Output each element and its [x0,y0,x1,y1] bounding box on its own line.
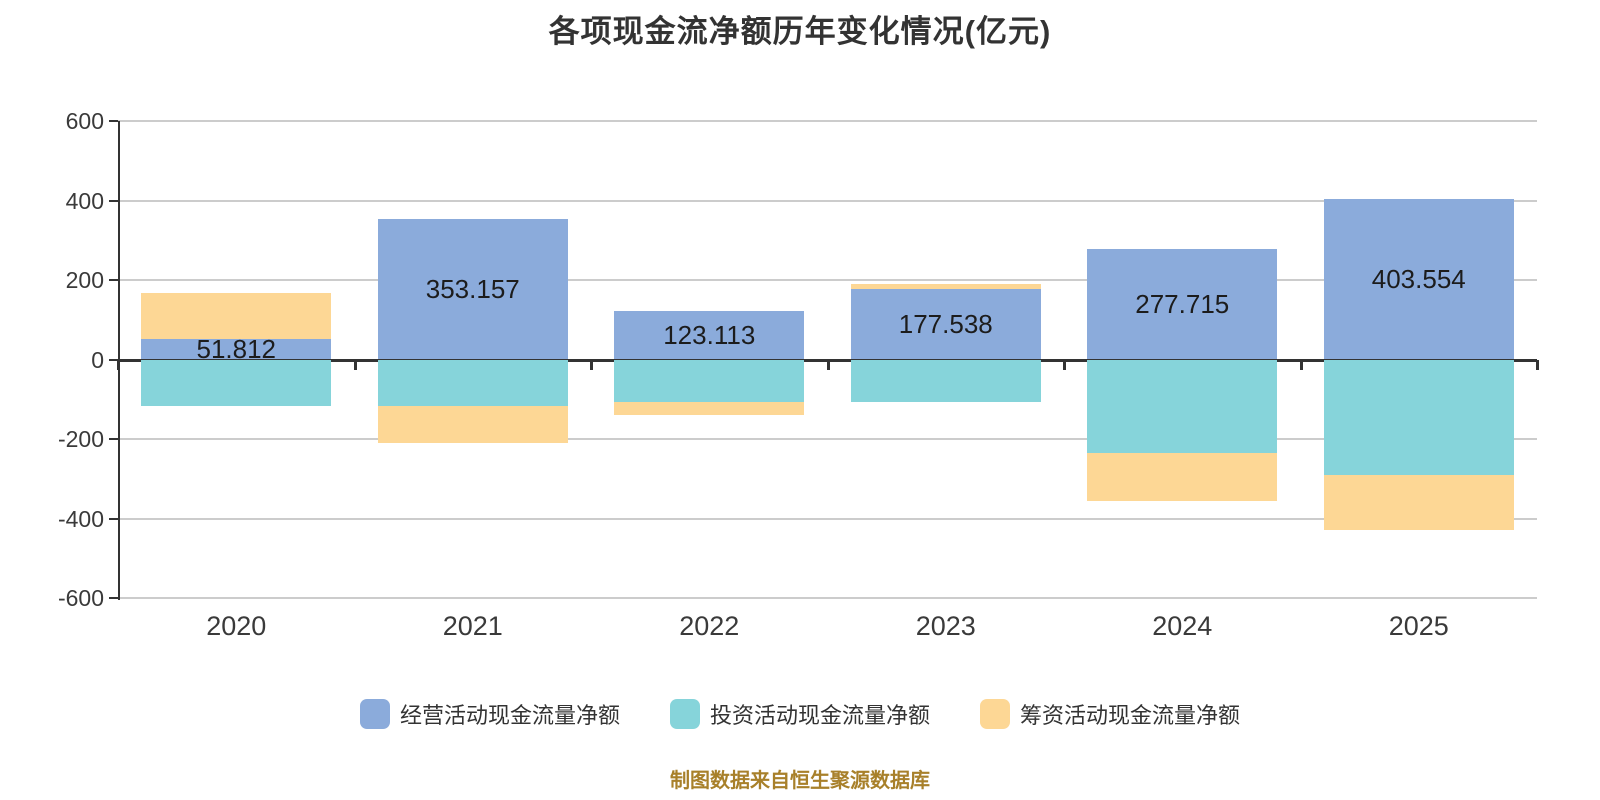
legend-swatch-financing [980,699,1010,729]
bar-2025-financing [1323,475,1514,530]
gridline-200 [118,279,1537,281]
x-axis-tick-4 [1063,359,1066,370]
legend-label-investing: 投资活动现金流量净额 [709,703,930,728]
bar-2022-financing [614,402,805,416]
bar-2025-investing [1323,359,1514,476]
bar-2023-operating [850,288,1041,360]
x-axis-label-2024: 2024 [1152,611,1213,641]
x-axis-tick-2 [590,359,593,370]
x-axis-label-2023: 2023 [915,611,976,641]
legend-swatch-operating [359,699,390,729]
x-axis-label-2020: 2020 [206,611,267,641]
x-axis-tick-5 [1299,359,1303,370]
bar-2022-investing [614,359,805,403]
y-axis-tick-200 [109,279,118,281]
bar-value-label-2023: 177.538 [898,308,993,339]
gridline-600 [118,120,1537,122]
bar-2025-operating [1323,199,1514,360]
chart-title: 各项现金流净额历年变化情况(亿元) [548,14,1052,49]
bar-2020-operating [141,338,332,360]
y-axis-label--200: -200 [57,426,104,452]
y-axis-label--400: -400 [57,505,104,532]
bar-value-label-2025: 403.554 [1371,263,1466,294]
bar-2021-operating [377,219,568,360]
legend: 经营活动现金流量净额 投资活动现金流量净额 筹资活动现金流量净额 [0,696,1600,732]
gridline-400 [118,199,1537,202]
y-axis-label-0: 0 [91,346,104,373]
legend-label-financing: 筹资活动现金流量净额 [1020,703,1241,728]
legend-label-operating: 经营活动现金流量净额 [399,703,620,728]
legend-swatch-investing [669,699,700,729]
footer-source-note: 制图数据来自恒生聚源数据库 [670,770,930,792]
bar-2021-investing [377,359,568,406]
bar-2024-financing [1087,452,1278,501]
bar-2024-investing [1087,359,1278,453]
bar-value-label-2021: 353.157 [425,273,520,304]
gridline--200 [118,438,1537,440]
x-axis-tick-6 [1536,359,1539,370]
bar-value-label-2024: 277.715 [1135,288,1230,319]
y-axis-label-200: 200 [65,267,104,293]
y-axis-tick--400 [109,517,118,520]
bar-2023-financing [850,283,1041,289]
bar-2020-investing [141,359,332,406]
y-axis-tick--200 [109,438,118,440]
y-axis-tick-0 [109,358,118,361]
x-axis-label-2025: 2025 [1388,611,1449,641]
bar-2023-investing [850,359,1041,403]
legend-item-operating[interactable]: 经营活动现金流量净额 [359,698,620,730]
bar-2021-financing [377,405,568,444]
x-axis-label-2021: 2021 [442,611,503,641]
y-axis-label-400: 400 [65,187,104,214]
y-axis-tick-400 [109,199,118,202]
bar-value-label-2022: 123.113 [663,319,756,350]
gridline--600 [118,597,1537,599]
y-axis-tick--600 [109,597,118,599]
bar-value-label-2020: 51.812 [196,333,277,364]
bar-2020-financing [141,293,332,339]
y-axis-label-600: 600 [65,108,104,134]
y-axis-label--600: -600 [57,585,104,611]
x-axis-tick-3 [826,359,830,370]
bar-2022-operating [614,310,805,360]
legend-item-investing[interactable]: 投资活动现金流量净额 [669,698,930,730]
bar-2024-operating [1087,249,1278,360]
y-axis-line [118,121,120,600]
x-axis-tick-1 [353,359,357,370]
plot-area: 51.812 353.157 123.113 177.538 277.715 403.55… [109,120,1539,600]
gridline--400 [118,517,1537,520]
x-axis-label-2022: 2022 [679,611,740,641]
legend-item-financing[interactable]: 筹资活动现金流量净额 [980,698,1240,730]
y-axis-tick-600 [109,120,118,122]
